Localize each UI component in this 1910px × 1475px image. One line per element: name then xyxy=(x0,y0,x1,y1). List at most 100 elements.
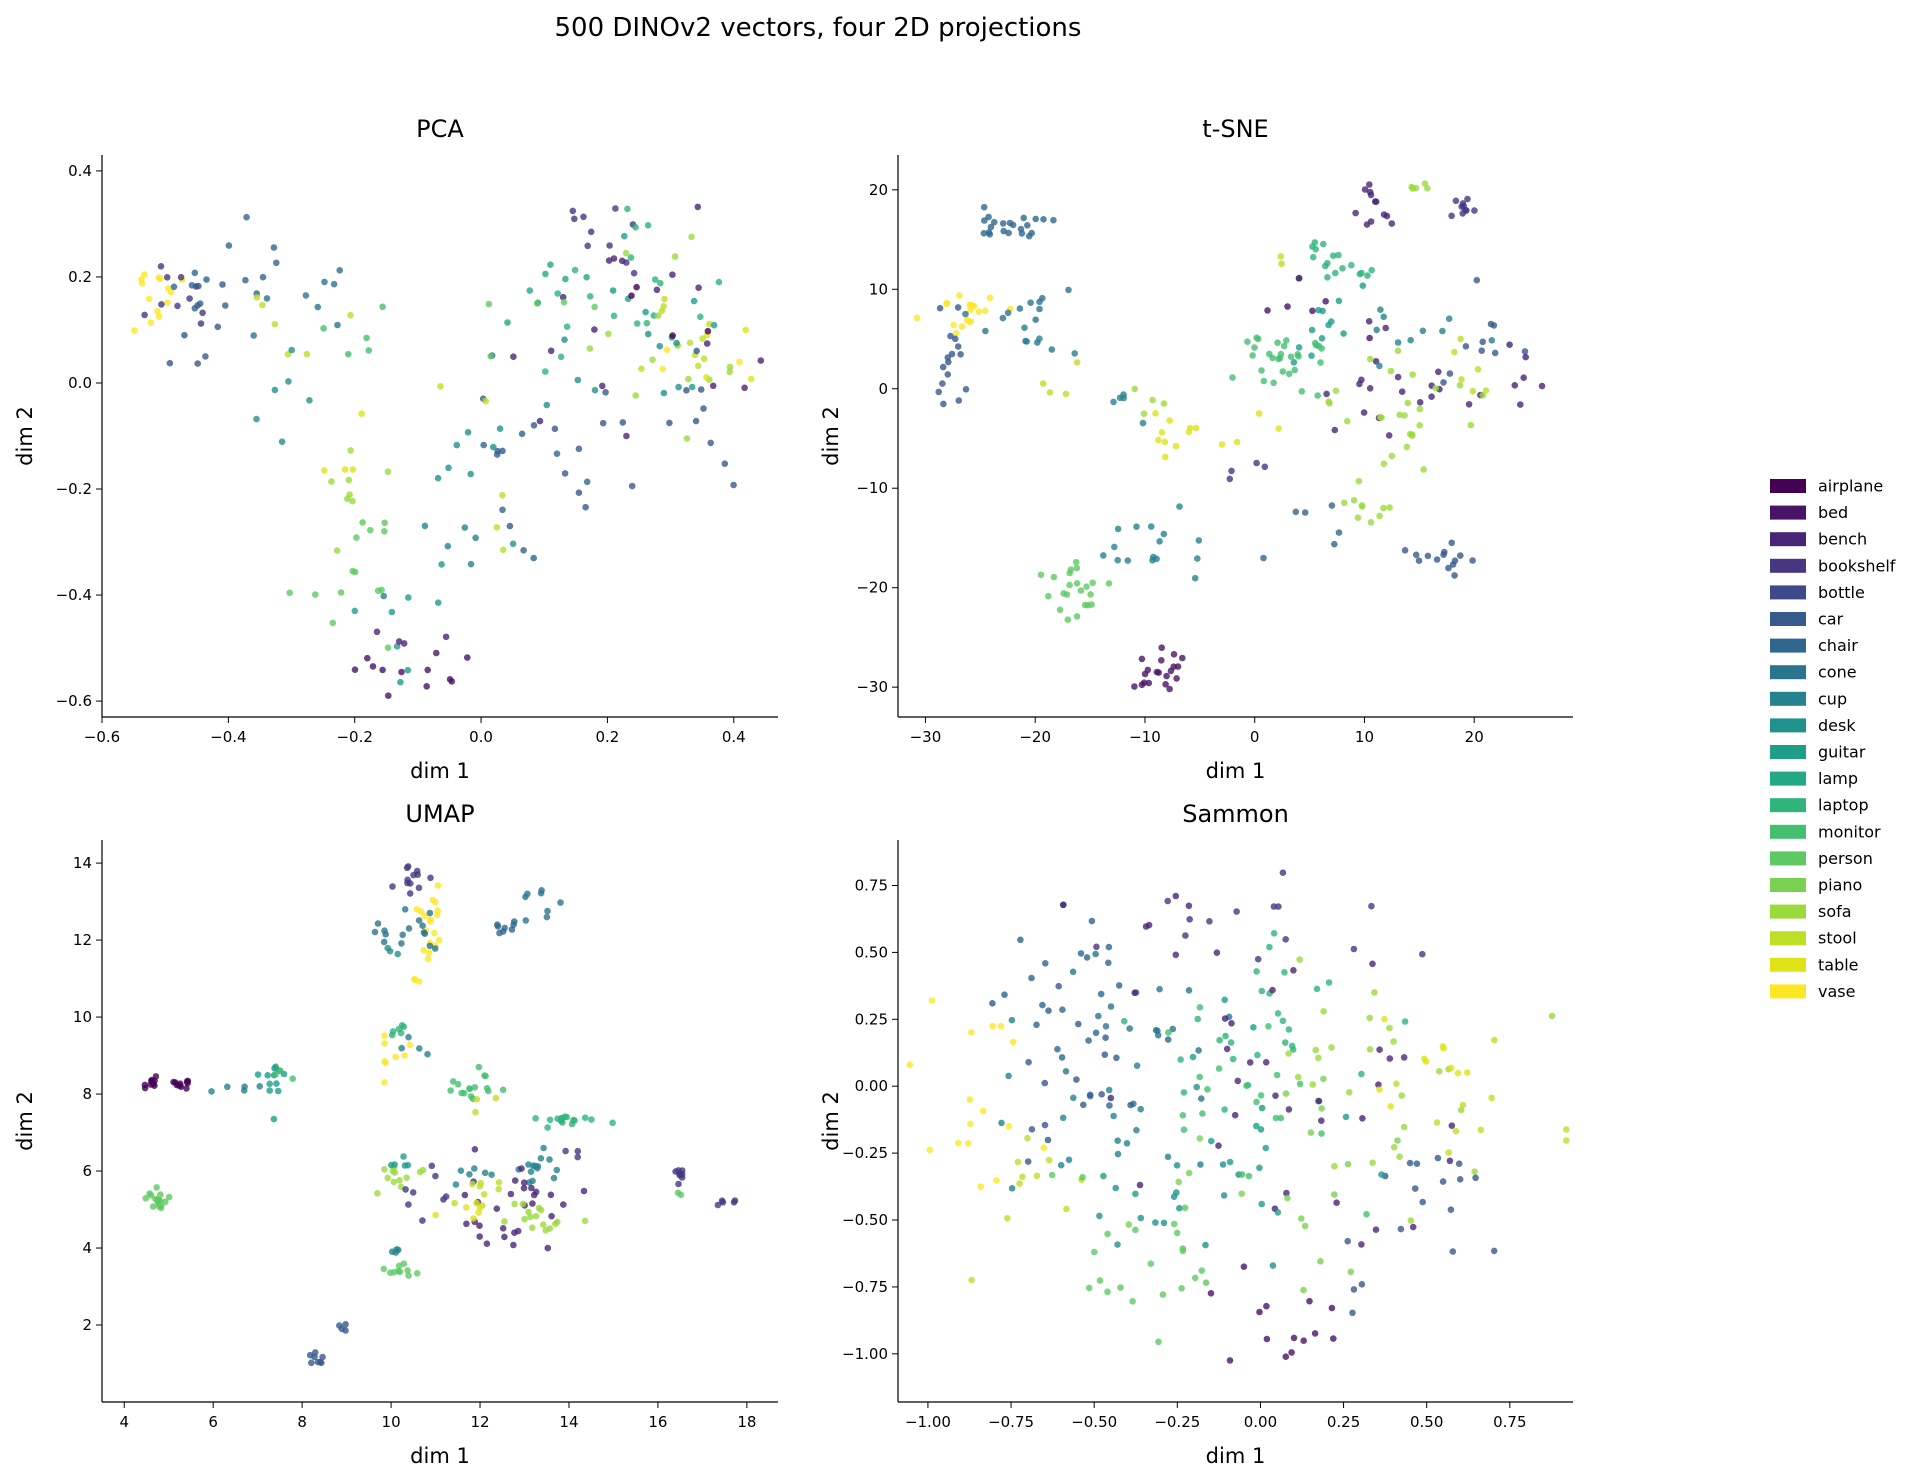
point-bench xyxy=(1448,1122,1456,1129)
x-tick-label: 10 xyxy=(382,1413,401,1431)
point-car xyxy=(219,281,226,288)
point-cone xyxy=(380,938,388,946)
point-stool xyxy=(477,1179,485,1187)
point-monitor xyxy=(447,1087,454,1094)
point-laptop xyxy=(1282,1039,1289,1046)
point-laptop xyxy=(1270,930,1278,937)
legend-label: bookshelf xyxy=(1818,556,1896,575)
point-vase xyxy=(131,327,138,334)
panel-sammon: −1.00 −0.75 −0.50 −0.25 0.00 0.25 0.50 0.75 −1.0… xyxy=(819,800,1573,1468)
point-monitor xyxy=(1265,1023,1272,1030)
point-person xyxy=(485,300,493,308)
x-tick-label: −0.75 xyxy=(988,1413,1034,1431)
point-bench xyxy=(373,628,381,636)
point-vase xyxy=(926,1146,934,1154)
point-table xyxy=(475,1209,482,1216)
point-car xyxy=(1102,1034,1109,1041)
point-bookshelf xyxy=(574,1153,581,1161)
point-car xyxy=(1411,1185,1419,1192)
point-stool xyxy=(1039,380,1047,387)
x-tick-label: 0 xyxy=(1250,728,1260,746)
point-bench xyxy=(1246,1059,1254,1066)
point-bookshelf xyxy=(1254,955,1262,963)
point-cup xyxy=(424,1050,431,1058)
legend-label: laptop xyxy=(1818,796,1869,815)
point-bench xyxy=(1185,902,1193,910)
point-stool xyxy=(1477,1126,1485,1134)
point-monitor xyxy=(1229,374,1236,381)
point-desk xyxy=(1202,1241,1209,1249)
y-axis-label: dim 2 xyxy=(819,406,843,466)
point-bench xyxy=(1356,380,1363,388)
point-laptop xyxy=(697,313,704,321)
point-chair xyxy=(518,430,526,438)
point-person xyxy=(157,1191,164,1198)
point-piano xyxy=(1320,1075,1327,1083)
point-laptop xyxy=(1339,265,1346,272)
point-cone xyxy=(398,940,405,947)
legend-swatch xyxy=(1770,718,1806,733)
point-airplane xyxy=(183,1078,191,1085)
point-bed xyxy=(1309,307,1316,315)
point-bed xyxy=(1328,1304,1336,1312)
point-bed xyxy=(424,666,432,674)
point-sofa xyxy=(1131,385,1138,393)
point-guitar xyxy=(438,561,445,568)
point-car xyxy=(1490,1247,1498,1255)
point-cup xyxy=(1153,555,1160,563)
point-bench xyxy=(514,1227,522,1235)
point-person xyxy=(1073,564,1081,572)
point-sofa xyxy=(535,1204,543,1212)
legend-swatch xyxy=(1770,931,1806,946)
scatter-points xyxy=(906,869,1570,1364)
point-sofa xyxy=(671,253,679,260)
point-lamp xyxy=(526,287,534,294)
point-cone xyxy=(1016,305,1024,312)
point-laptop xyxy=(1335,251,1342,259)
point-sofa xyxy=(1457,1106,1465,1114)
point-car xyxy=(954,304,962,311)
point-sofa xyxy=(1328,1044,1335,1051)
legend-item-bench: bench xyxy=(1770,530,1867,549)
point-car xyxy=(1080,1101,1087,1109)
point-sofa xyxy=(1416,405,1424,413)
point-cone xyxy=(1198,1095,1205,1102)
point-bookshelf xyxy=(403,864,411,872)
point-bed xyxy=(1173,675,1180,682)
point-cup xyxy=(1005,1072,1012,1080)
point-cone xyxy=(1048,346,1056,353)
point-monitor xyxy=(1277,1114,1285,1122)
point-laptop xyxy=(1329,252,1337,259)
point-vase xyxy=(913,314,921,322)
point-sofa xyxy=(390,1178,398,1186)
point-laptop xyxy=(571,266,579,274)
point-vase xyxy=(413,906,421,913)
point-bed xyxy=(369,663,377,670)
point-cone xyxy=(524,890,531,898)
point-person xyxy=(380,1265,388,1273)
point-chair xyxy=(980,203,988,211)
point-bench xyxy=(1366,385,1374,392)
point-bench xyxy=(1511,382,1519,389)
legend-label: airplane xyxy=(1818,477,1883,496)
point-cup xyxy=(1114,525,1122,533)
point-bookshelf xyxy=(409,1189,417,1196)
point-sofa xyxy=(1309,1081,1316,1088)
point-car xyxy=(962,386,970,393)
point-vase xyxy=(425,949,433,957)
point-bench xyxy=(1145,921,1153,929)
point-car xyxy=(1358,1281,1366,1288)
point-vase xyxy=(968,1029,975,1036)
point-vase xyxy=(424,955,432,963)
point-person xyxy=(353,534,360,541)
point-chair xyxy=(1025,232,1033,240)
point-stool xyxy=(1563,1126,1570,1133)
point-cup xyxy=(1176,503,1183,510)
point-cup xyxy=(1110,1112,1117,1120)
point-guitar xyxy=(1258,1104,1266,1112)
point-vase xyxy=(138,276,145,283)
point-vase xyxy=(736,358,743,366)
point-sofa xyxy=(519,1200,527,1208)
point-laptop xyxy=(1332,269,1339,277)
point-bed xyxy=(1240,1263,1248,1270)
